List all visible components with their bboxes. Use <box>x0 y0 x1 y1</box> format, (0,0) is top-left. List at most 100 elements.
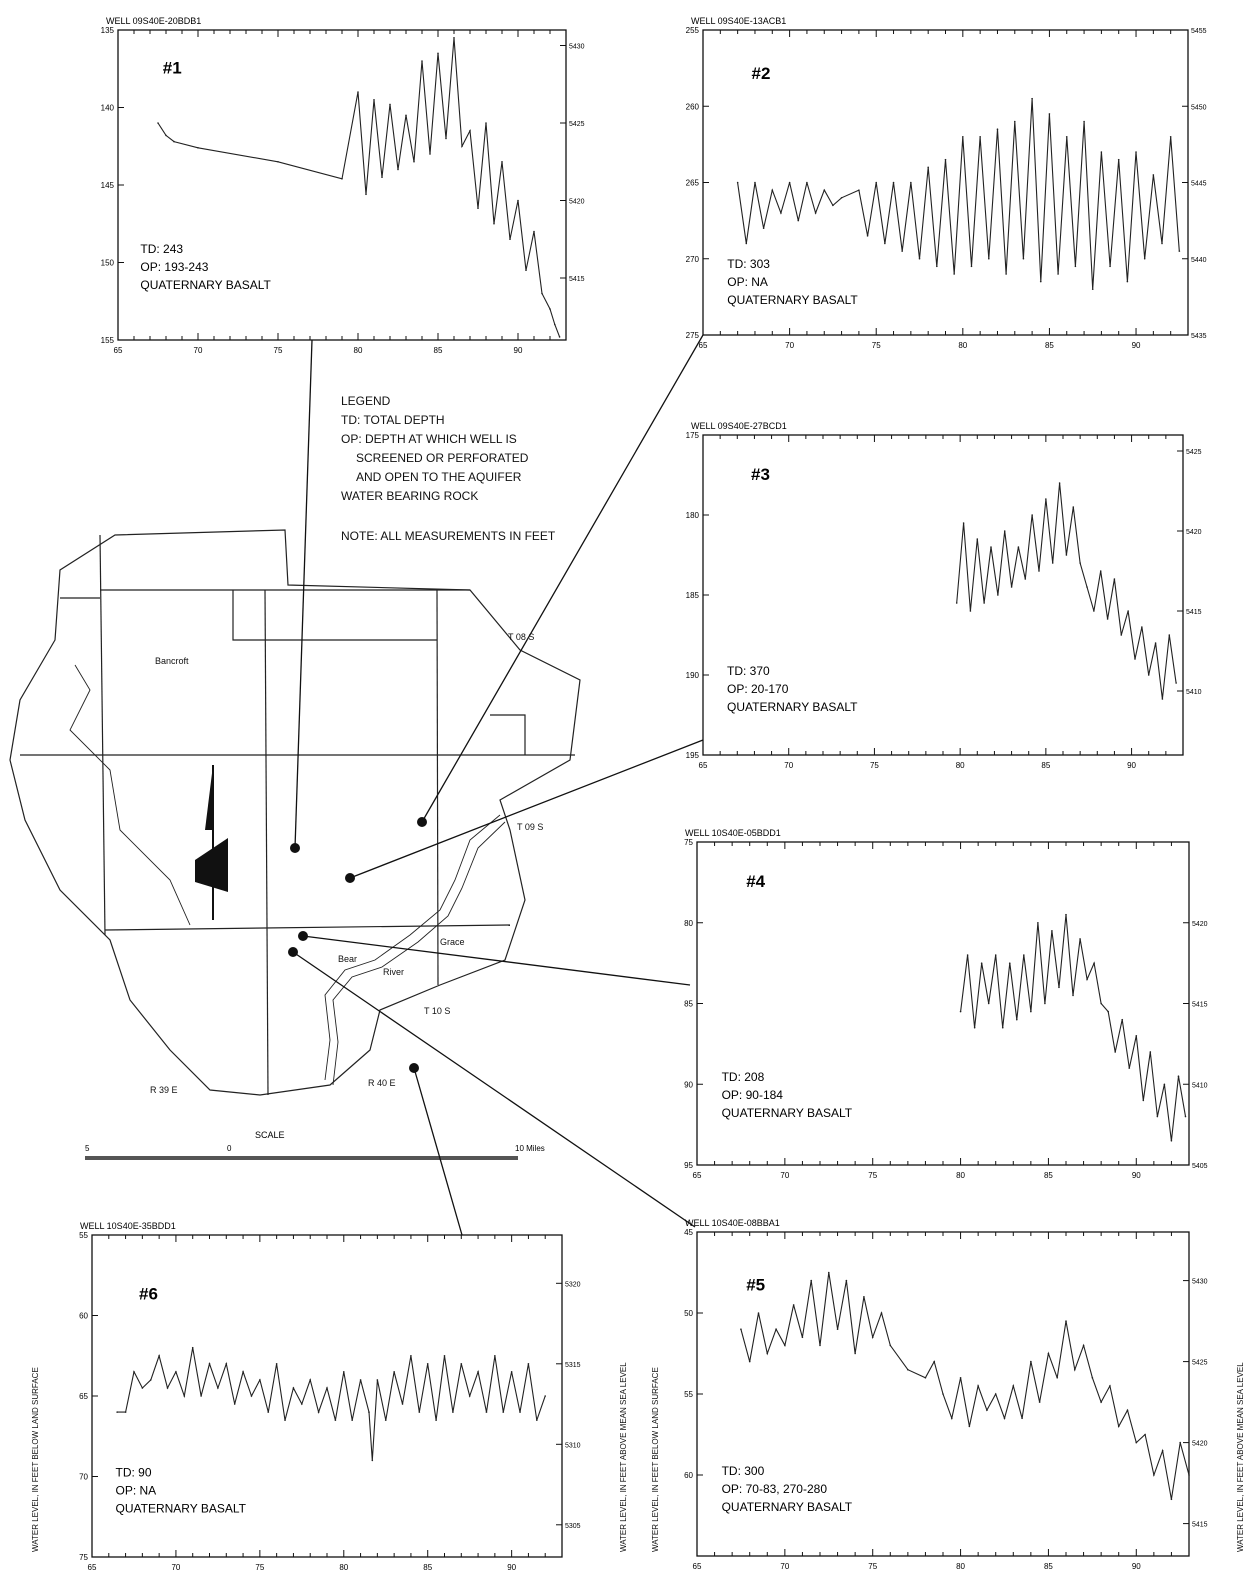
water-level-point <box>1121 1018 1124 1021</box>
water-level-point <box>973 1026 976 1029</box>
legend-note: NOTE: ALL MEASUREMENTS IN FEET <box>341 529 556 543</box>
water-level-point <box>788 181 791 184</box>
water-level-point <box>1168 634 1171 636</box>
x-tick-label: 75 <box>870 761 879 770</box>
water-level-point <box>1188 1474 1190 1476</box>
water-level-point <box>1038 1401 1041 1403</box>
water-level-point <box>267 1411 270 1413</box>
water-level-point <box>460 1363 463 1365</box>
water-level-point <box>1082 1344 1085 1347</box>
scale-bar-rect <box>85 1156 518 1160</box>
well-dot-2 <box>417 817 427 827</box>
legend-line-screened: SCREENED OR PERFORATED <box>356 451 529 465</box>
water-level-point <box>962 135 964 138</box>
water-level-point <box>866 235 869 237</box>
water-level-point <box>317 1411 320 1413</box>
water-level-point <box>966 954 969 956</box>
water-level-point <box>980 962 983 964</box>
water-level-point <box>766 1352 769 1355</box>
leader-3 <box>349 739 704 879</box>
water-level-point <box>1038 570 1040 572</box>
well-open-interval: OP: 20-170 <box>727 682 789 696</box>
chart-frame <box>702 29 1189 336</box>
hydrograph-6: WELL 10S40E-35BDD1 65 70 75 80 85 90 55 60 65 70 75… <box>79 1221 581 1572</box>
water-level-point <box>1109 1385 1111 1387</box>
water-level-point <box>541 292 543 295</box>
water-level-point <box>250 1395 253 1397</box>
well-geology: QUATERNARY BASALT <box>727 293 858 307</box>
water-level-point <box>832 204 834 207</box>
x-tick-label: 80 <box>339 1563 348 1572</box>
water-level-point <box>1142 1099 1145 1102</box>
water-level-point <box>397 168 399 171</box>
y-tick-label: 175 <box>686 431 700 440</box>
water-level-point <box>157 122 159 124</box>
y-tick-label: 140 <box>101 104 115 113</box>
water-level-point <box>1072 994 1074 997</box>
well-total-depth: TD: 303 <box>727 257 770 271</box>
water-level-point <box>1016 1018 1018 1021</box>
water-level-point <box>814 212 817 214</box>
water-level-point <box>740 1328 742 1330</box>
x-tick-label: 85 <box>434 346 443 355</box>
water-level-point <box>754 181 756 184</box>
water-level-point <box>819 1344 821 1347</box>
north-arrow-head <box>205 765 213 830</box>
water-level-point <box>1065 1320 1067 1322</box>
water-level-point <box>445 137 447 140</box>
water-level-point <box>962 522 965 524</box>
hydrograph-5: WELL 10S40E-08BBA1 65 70 75 80 85 90 45 50 55 60 54… <box>684 1218 1208 1571</box>
x-tick-label: 80 <box>956 1562 965 1571</box>
chart-title: WELL 10S40E-08BBA1 <box>685 1218 780 1228</box>
x-tick-label: 75 <box>868 1562 877 1571</box>
water-level-point <box>1030 1010 1032 1013</box>
range-line-3 <box>436 589 439 986</box>
axis-titles: WATER LEVEL, IN FEET BELOW LAND SURFACE … <box>31 1362 1245 1552</box>
water-level-point <box>1003 1417 1006 1420</box>
water-level-point <box>1012 1385 1015 1387</box>
y-tick-label: 90 <box>684 1080 693 1089</box>
water-level-point <box>549 308 551 310</box>
water-level-point <box>1154 642 1157 644</box>
water-level-point <box>927 166 929 169</box>
hydrograph-3: WELL 09S40E-27BCD1 65 70 75 80 85 90 175 180 185 1… <box>686 421 1202 770</box>
water-level-point <box>1141 626 1143 628</box>
place-bear: Bear <box>338 954 357 964</box>
water-level-point <box>116 1411 118 1413</box>
well-open-interval: OP: 90-184 <box>722 1088 784 1102</box>
water-level-point <box>918 257 921 260</box>
water-level-point <box>884 242 886 245</box>
well-open-interval: OP: NA <box>727 275 768 289</box>
water-level-point <box>762 227 765 230</box>
water-level-point <box>1031 97 1033 100</box>
water-level-point <box>468 1395 471 1397</box>
water-level-point <box>493 222 495 225</box>
scale-tick-5: 5 <box>85 1144 90 1153</box>
water-level-point <box>1117 158 1120 161</box>
water-level-point <box>983 602 985 604</box>
place-river: River <box>383 967 404 977</box>
y-tick-label: 270 <box>686 255 700 264</box>
water-level-point <box>510 1371 513 1373</box>
well-total-depth: TD: 90 <box>116 1466 152 1480</box>
y-tick-label: 75 <box>79 1553 88 1562</box>
water-level-point <box>284 1419 286 1421</box>
water-level-point <box>381 176 383 179</box>
water-level-point <box>410 1354 412 1357</box>
water-level-point <box>1184 1115 1187 1118</box>
right-tick-label: 5430 <box>1192 1279 1208 1286</box>
right-tick-label: 5450 <box>1191 104 1207 111</box>
water-level-point <box>1065 135 1068 138</box>
y-tick-label: 145 <box>101 181 115 190</box>
water-level-point <box>341 178 343 180</box>
water-level-point <box>990 546 992 548</box>
water-level-point <box>133 1371 135 1373</box>
water-level-point <box>435 1419 437 1421</box>
y-tick-label: 155 <box>101 336 115 345</box>
chart-title: WELL 09S40E-27BCD1 <box>691 421 787 431</box>
water-level-point <box>988 257 990 260</box>
water-level-point <box>1178 250 1181 252</box>
water-level-point <box>175 1371 177 1373</box>
water-level-point <box>1091 1377 1094 1379</box>
